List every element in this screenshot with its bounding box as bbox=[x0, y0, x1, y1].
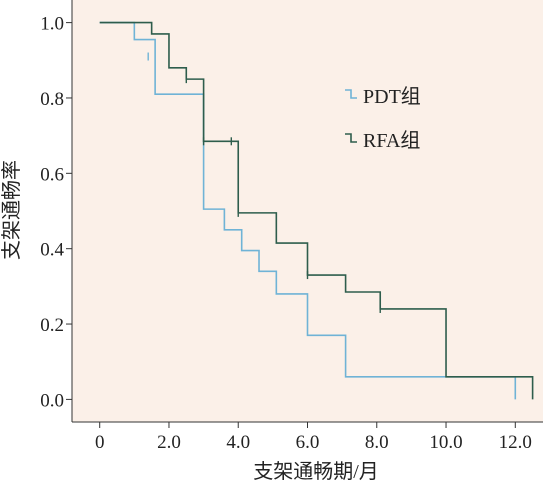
x-tick-label: 2.0 bbox=[157, 432, 181, 453]
series-2 bbox=[99, 21, 534, 400]
x-tick-label: 12.0 bbox=[499, 432, 532, 453]
legend-label: RFA组 bbox=[363, 129, 420, 152]
legend-swatch bbox=[345, 89, 357, 99]
x-axis-title: 支架通畅期/月 bbox=[253, 460, 379, 483]
x-tick-label: 0 bbox=[95, 432, 105, 453]
legend-swatch bbox=[345, 133, 357, 143]
y-tick-label: 0.8 bbox=[40, 89, 64, 110]
survival-curve bbox=[99, 21, 534, 400]
x-tick-label: 6.0 bbox=[296, 432, 320, 453]
x-tick-label: 4.0 bbox=[226, 432, 250, 453]
survival-curve bbox=[99, 21, 517, 400]
axes: 0.0 0.2 0.4 0.6 0.8 1.0 0 2.0 4.0 6.0 8.0 10.0 12.0 bbox=[40, 0, 543, 453]
x-tick-label: 8.0 bbox=[365, 432, 389, 453]
y-tick-label: 0.4 bbox=[40, 240, 64, 261]
y-tick-label: 0.2 bbox=[40, 315, 64, 336]
legend-item: PDT组 bbox=[345, 85, 421, 108]
legend: PDT组 RFA组 bbox=[345, 85, 421, 152]
y-tick-label: 1.0 bbox=[40, 14, 64, 35]
y-tick-label: 0.6 bbox=[40, 164, 64, 185]
y-tick-label: 0.0 bbox=[40, 390, 64, 411]
y-axis-title: 支架通畅率 bbox=[0, 160, 23, 260]
legend-item: RFA组 bbox=[345, 129, 420, 152]
plot-background bbox=[72, 0, 543, 422]
legend-label: PDT组 bbox=[363, 85, 421, 108]
x-tick-label: 10.0 bbox=[429, 432, 462, 453]
series-1 bbox=[99, 21, 517, 400]
series-layer bbox=[99, 21, 534, 400]
